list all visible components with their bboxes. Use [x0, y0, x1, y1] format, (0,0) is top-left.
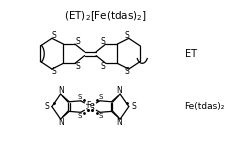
Text: S: S: [51, 67, 56, 76]
Text: S: S: [75, 37, 80, 46]
Text: N: N: [116, 86, 122, 95]
Text: S: S: [45, 102, 49, 111]
Text: N: N: [58, 118, 64, 127]
Text: ET: ET: [184, 49, 196, 59]
Text: S: S: [77, 94, 82, 100]
Text: S: S: [98, 94, 103, 100]
Text: S: S: [77, 113, 82, 119]
Text: S: S: [100, 62, 105, 71]
Text: N: N: [116, 118, 122, 127]
Text: N: N: [58, 86, 64, 95]
Text: S: S: [131, 102, 135, 111]
Text: S: S: [124, 67, 129, 76]
Text: S: S: [100, 37, 105, 46]
Text: S: S: [98, 113, 103, 119]
Text: Fe(tdas)₂: Fe(tdas)₂: [184, 102, 224, 111]
Text: (ET)$_2$[Fe(tdas)$_2$]: (ET)$_2$[Fe(tdas)$_2$]: [64, 10, 147, 23]
Text: S: S: [75, 62, 80, 71]
Text: Fe: Fe: [86, 101, 94, 110]
Text: S: S: [124, 31, 129, 40]
Text: S: S: [51, 31, 56, 40]
